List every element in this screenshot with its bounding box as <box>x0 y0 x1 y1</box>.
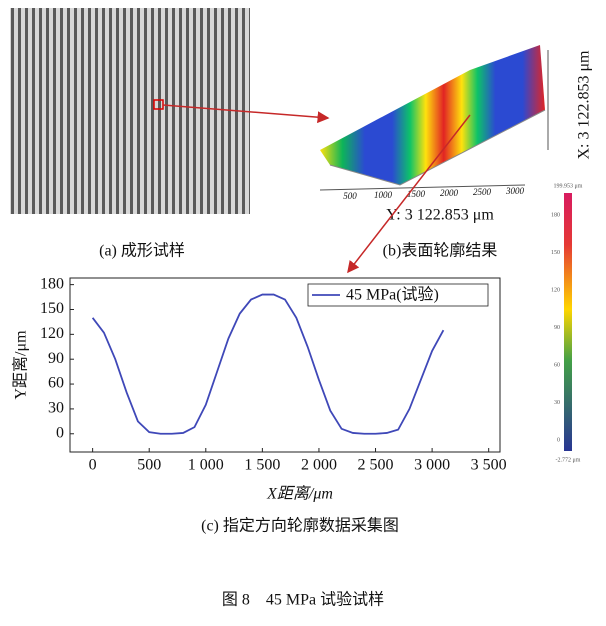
colorbar-tick-label: 60 <box>554 362 560 368</box>
colorbar-tick-label: 180 <box>551 212 560 218</box>
y-tick-label: 180 <box>40 275 64 292</box>
surface-tick-label: 1500 <box>407 189 426 199</box>
sample-photo <box>10 8 250 214</box>
caption-a: (a) 成形试样 <box>99 242 185 260</box>
caption-c: (c) 指定方向轮廓数据采集图 <box>201 517 399 535</box>
x-tick-label: 2 000 <box>301 457 337 474</box>
y-tick-label: 120 <box>40 325 64 342</box>
surface-tick-label: 2000 <box>440 188 459 198</box>
legend-box <box>307 283 489 307</box>
colorbar <box>564 193 572 451</box>
x-tick-label: 1 000 <box>188 457 224 474</box>
x-tick-label: 3 500 <box>471 457 507 474</box>
y-tick-label: 90 <box>48 350 64 367</box>
x-axis-label: X距离/μm <box>266 485 333 503</box>
colorbar-tick-label: 0 <box>557 437 560 443</box>
surface-tick-label: 3000 <box>505 186 525 196</box>
panel-c: X距离/μm Y距离/μm (c) 指定方向轮廓数据采集图 0 30 60 90 120… <box>12 275 507 534</box>
y-tick-label: 30 <box>48 400 64 417</box>
x-tick-label: 2 500 <box>358 457 394 474</box>
colorbar-tick-label: 120 <box>551 287 560 293</box>
y-tick-label: 150 <box>40 300 64 317</box>
panel-a: (a) 成形试样 <box>10 8 330 260</box>
surface-tick-label: 2500 <box>473 187 492 197</box>
colorbar-tick-label: 150 <box>551 250 560 256</box>
colorbar-min: -2.772 μm <box>556 457 581 463</box>
y-tick-label: 0 <box>56 424 64 441</box>
colorbar-tick-label: 30 <box>554 400 560 406</box>
x-tick-label: 1 500 <box>244 457 280 474</box>
surface-tick-label: 500 <box>343 191 357 201</box>
figure-caption: 图 8 45 MPa 试验试样 <box>222 591 384 609</box>
arrow <box>162 104 330 124</box>
surface <box>320 45 545 185</box>
x-size-label: X: 3 122.853 μm <box>576 50 593 160</box>
arrow <box>347 114 471 274</box>
legend-label: 45 MPa(试验) <box>346 286 439 304</box>
zoom-box <box>153 99 164 110</box>
colorbar-max: 199.953 μm <box>554 183 583 189</box>
panel-b: 500 1000 1500 2000 2500 3000 Y: 3 122.853 μm … <box>319 45 593 463</box>
surface-tick-label: 1000 <box>374 190 393 200</box>
y-axis-label: Y距离/μm <box>12 330 30 400</box>
y-tick-label: 60 <box>48 375 64 392</box>
x-tick-label: 3 000 <box>414 457 450 474</box>
colorbar-tick-label: 90 <box>554 325 560 331</box>
x-tick-label: 500 <box>137 457 161 474</box>
series-line <box>91 293 445 435</box>
x-tick-label: 0 <box>89 457 97 474</box>
caption-b: (b)表面轮廓结果 <box>383 242 498 260</box>
y-size-label: Y: 3 122.853 μm <box>386 207 494 224</box>
